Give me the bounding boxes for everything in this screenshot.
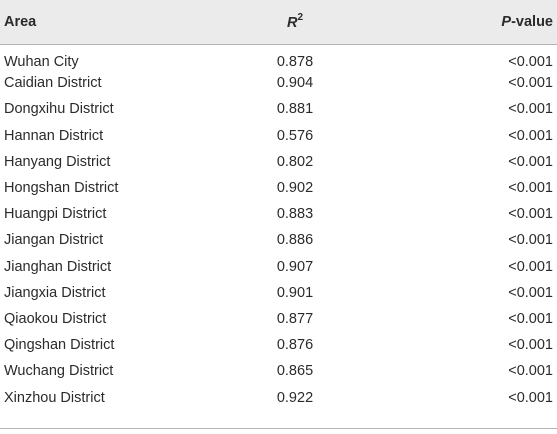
- cell-area: Jianghan District: [4, 258, 112, 275]
- cell-r-squared: 0.878: [276, 53, 314, 70]
- table-row: Hongshan District 0.902 <0.001: [0, 175, 557, 201]
- table-row: Wuhan City 0.878 <0.001: [0, 44, 557, 70]
- cell-p-value: <0.001: [508, 101, 553, 118]
- cell-area: Jiangxia District: [4, 284, 106, 301]
- header-p-value: P-value: [390, 0, 557, 45]
- cell-area: Jiangan District: [4, 232, 104, 249]
- cell-p-value: <0.001: [508, 232, 553, 249]
- table-row: Qingshan District 0.876 <0.001: [0, 332, 557, 358]
- cell-r-squared: 0.886: [276, 232, 314, 249]
- table-row: Xinzhou District 0.922 <0.001: [0, 384, 557, 410]
- cell-area: Hongshan District: [4, 180, 119, 197]
- cell-area: Qiaokou District: [4, 310, 107, 327]
- cell-r-squared: 0.902: [276, 180, 314, 197]
- header-row: Area R2 P-value: [0, 0, 557, 45]
- header-r-squared: R2: [200, 0, 390, 45]
- cell-area: Qingshan District: [4, 337, 115, 354]
- cell-p-value: <0.001: [508, 153, 553, 170]
- cell-p-value: <0.001: [508, 127, 553, 144]
- cell-r-squared: 0.883: [276, 206, 314, 223]
- cell-area: Dongxihu District: [4, 101, 114, 118]
- cell-area: Wuhan City: [4, 53, 79, 70]
- cell-p-value: <0.001: [508, 206, 553, 223]
- cell-p-value: <0.001: [508, 337, 553, 354]
- cell-r-squared: 0.876: [276, 337, 314, 354]
- header-area: Area: [0, 0, 200, 45]
- table-row: Huangpi District 0.883 <0.001: [0, 201, 557, 227]
- cell-p-value: <0.001: [508, 258, 553, 275]
- header-p-symbol: P: [501, 13, 512, 30]
- table-row: Hannan District 0.576 <0.001: [0, 123, 557, 149]
- cell-r-squared: 0.904: [276, 75, 314, 92]
- cell-r-squared: 0.865: [276, 363, 314, 380]
- cell-p-value: <0.001: [508, 389, 553, 406]
- cell-r-squared: 0.802: [276, 153, 314, 170]
- table-row: Hanyang District 0.802 <0.001: [0, 149, 557, 175]
- cell-r-squared: 0.877: [276, 310, 314, 327]
- cell-p-value: <0.001: [508, 284, 553, 301]
- table-row: Jiangan District 0.886 <0.001: [0, 227, 557, 253]
- table-row: Qiaokou District 0.877 <0.001: [0, 306, 557, 332]
- cell-p-value: <0.001: [508, 180, 553, 197]
- cell-r-squared: 0.922: [276, 389, 314, 406]
- table-body: Wuhan City 0.878 <0.001 Caidian District 0.9…: [0, 44, 557, 411]
- cell-area: Xinzhou District: [4, 389, 105, 406]
- table-bottom-rule: [0, 428, 557, 429]
- table-row: Wuchang District 0.865 <0.001: [0, 358, 557, 384]
- cell-r-squared: 0.576: [276, 127, 314, 144]
- table-header: Area R2 P-value: [0, 0, 557, 45]
- header-p-suffix: -value: [511, 13, 553, 30]
- cell-p-value: <0.001: [508, 363, 553, 380]
- cell-area: Hannan District: [4, 127, 104, 144]
- cell-r-squared: 0.881: [276, 101, 314, 118]
- results-table: Area R2 P-value Wuhan City 0.878 <0.001 Cai…: [0, 0, 557, 411]
- cell-p-value: <0.001: [508, 53, 553, 70]
- cell-area: Huangpi District: [4, 206, 107, 223]
- header-r-symbol: R: [286, 14, 298, 31]
- table-row: Jianghan District 0.907 <0.001: [0, 254, 557, 280]
- table-row: Caidian District 0.904 <0.001: [0, 70, 557, 96]
- cell-area: Caidian District: [4, 75, 102, 92]
- cell-r-squared: 0.907: [276, 258, 314, 275]
- cell-p-value: <0.001: [508, 75, 553, 92]
- table-row: Dongxihu District 0.881 <0.001: [0, 96, 557, 122]
- header-r-superscript: 2: [297, 11, 304, 23]
- cell-r-squared: 0.901: [276, 284, 314, 301]
- cell-p-value: <0.001: [508, 310, 553, 327]
- cell-area: Hanyang District: [4, 153, 111, 170]
- table-row: Jiangxia District 0.901 <0.001: [0, 280, 557, 306]
- cell-area: Wuchang District: [4, 363, 114, 380]
